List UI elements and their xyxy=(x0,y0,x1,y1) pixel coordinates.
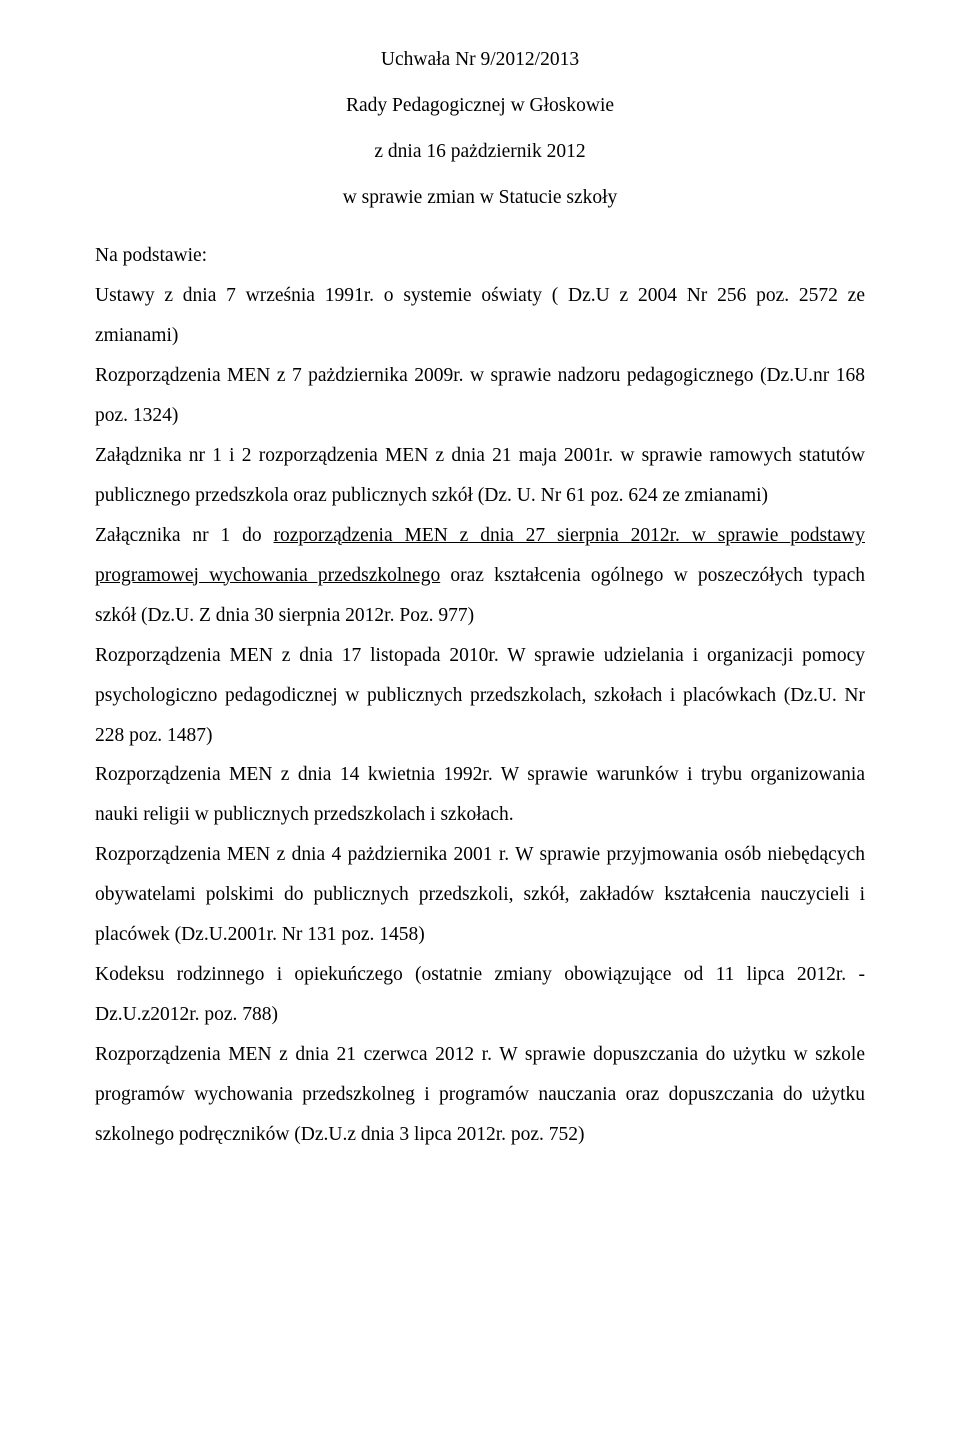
basis-item-4-underline-1: rozporządzenia MEN z dnia 27 sierpnia 20… xyxy=(274,525,791,546)
document-page: Uchwała Nr 9/2012/2013 Rady Pedagogiczne… xyxy=(0,0,960,1450)
basis-item-4: Załącznika nr 1 do rozporządzenia MEN z … xyxy=(95,516,865,636)
basis-item-8: Kodeksu rodzinnego i opiekuńczego (ostat… xyxy=(95,955,865,1035)
basis-item-9: Rozporządzenia MEN z dnia 21 czerwca 201… xyxy=(95,1035,865,1155)
basis-item-3: Załądznika nr 1 i 2 rozporządzenia MEN z… xyxy=(95,436,865,516)
doc-title: Uchwała Nr 9/2012/2013 xyxy=(95,40,865,80)
basis-item-2: Rozporządzenia MEN z 7 pażdziernika 2009… xyxy=(95,356,865,436)
basis-item-6: Rozporządzenia MEN z dnia 14 kwietnia 19… xyxy=(95,755,865,835)
basis-item-7: Rozporządzenia MEN z dnia 4 pażdziernika… xyxy=(95,835,865,955)
basis-item-5: Rozporządzenia MEN z dnia 17 listopada 2… xyxy=(95,636,865,756)
basis-item-1: Ustawy z dnia 7 września 1991r. o system… xyxy=(95,276,865,356)
doc-date: z dnia 16 pażdziernik 2012 xyxy=(95,132,865,172)
basis-item-4-a: Załącznika nr 1 do xyxy=(95,525,274,546)
doc-council: Rady Pedagogicznej w Głoskowie xyxy=(95,86,865,126)
doc-subject: w sprawie zmian w Statucie szkoły xyxy=(95,178,865,218)
basis-label: Na podstawie: xyxy=(95,236,865,276)
